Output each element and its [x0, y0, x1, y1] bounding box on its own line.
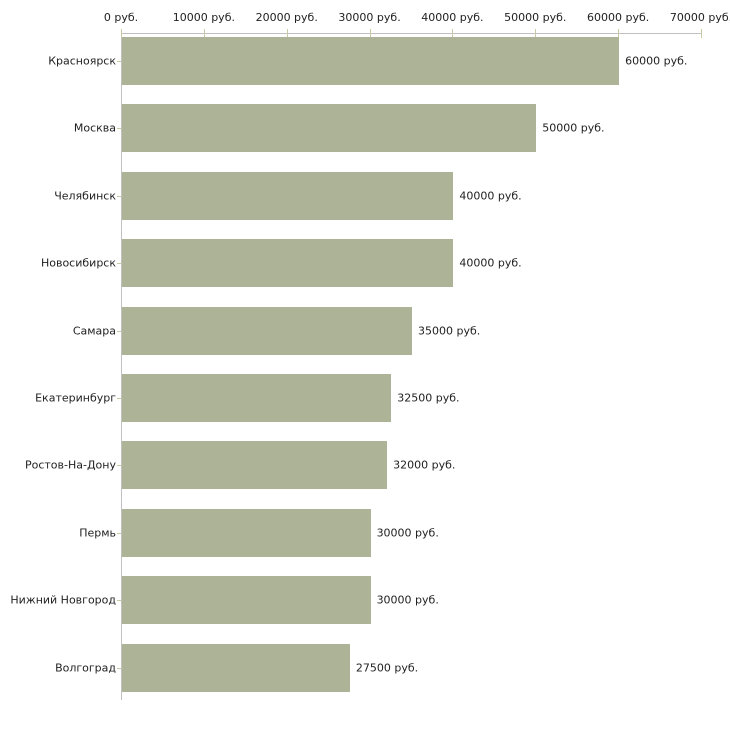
x-axis-tick	[701, 29, 702, 38]
y-axis-tick	[117, 128, 121, 130]
bar	[122, 37, 620, 85]
bar	[122, 104, 537, 153]
bar	[122, 643, 350, 692]
x-axis-tick-label: 10000 руб.	[172, 11, 235, 24]
category-label: Новосибирск	[40, 256, 116, 270]
category-label: Челябинск	[54, 189, 116, 203]
bar-value-label: 35000 руб.	[418, 324, 481, 338]
bar	[122, 171, 454, 220]
y-axis-tick	[117, 532, 121, 534]
x-axis-tick-label: 40000 руб.	[421, 11, 484, 24]
x-axis-tick	[203, 29, 205, 38]
x-axis-tick	[369, 29, 371, 38]
category-label: Екатеринбург	[35, 391, 116, 405]
bar	[122, 306, 412, 355]
bar-value-label: 32500 руб.	[397, 391, 460, 405]
x-axis-tick	[286, 29, 288, 38]
y-axis-line	[121, 33, 122, 700]
x-axis-tick-label: 60000 руб.	[587, 11, 650, 24]
x-axis-tick	[121, 29, 122, 38]
bar-value-label: 27500 руб.	[355, 661, 419, 675]
x-axis-tick	[452, 29, 454, 38]
bar-value-label: 40000 руб.	[459, 189, 522, 203]
category-label: Красноярск	[48, 54, 116, 68]
y-axis-tick	[117, 600, 121, 602]
category-label: Пермь	[79, 526, 116, 540]
x-axis-tick	[618, 29, 620, 38]
bar-value-label: 32000 руб.	[393, 458, 456, 472]
x-axis-tick-label: 70000 руб.	[669, 11, 730, 24]
bar	[122, 441, 388, 490]
x-axis-line	[121, 33, 702, 34]
bar-value-label: 40000 руб.	[459, 256, 522, 270]
bar	[122, 508, 371, 557]
y-axis-tick	[117, 195, 121, 197]
y-axis-tick	[117, 465, 121, 467]
y-axis-tick	[117, 667, 121, 669]
category-label: Нижний Новгород	[10, 593, 116, 607]
x-axis-tick-label: 0 руб.	[103, 11, 139, 24]
category-label: Ростов-На-Дону	[24, 458, 116, 472]
bar	[122, 374, 392, 422]
category-label: Волгоград	[55, 661, 116, 675]
y-axis-tick	[117, 61, 121, 62]
y-axis-tick	[117, 330, 121, 332]
x-axis-tick-label: 20000 руб.	[255, 11, 318, 24]
y-axis-tick	[117, 263, 121, 265]
x-axis-tick	[535, 29, 537, 38]
bar-value-label: 50000 руб.	[542, 121, 605, 135]
y-axis-tick	[117, 398, 121, 399]
category-label: Москва	[73, 121, 116, 135]
x-axis-tick-label: 50000 руб.	[504, 11, 567, 24]
bar-value-label: 60000 руб.	[625, 54, 688, 68]
x-axis-tick-label: 30000 руб.	[338, 11, 401, 24]
category-label: Самара	[72, 324, 116, 338]
bar-value-label: 30000 руб.	[376, 593, 439, 607]
bar-value-label: 30000 руб.	[376, 526, 439, 540]
bar	[122, 576, 371, 625]
bar	[122, 239, 454, 288]
